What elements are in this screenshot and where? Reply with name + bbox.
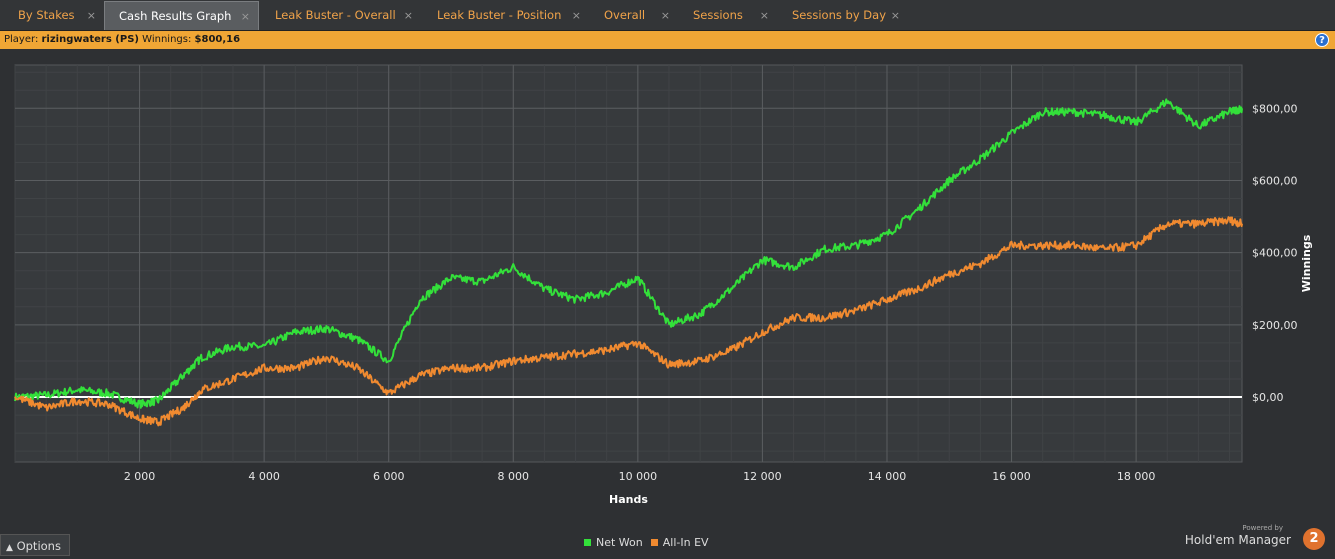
x-tick-label: 14 000 xyxy=(868,470,907,483)
tab-label: Sessions by Day xyxy=(792,8,886,22)
tab-leak-buster-overall[interactable]: Leak Buster - Overall × xyxy=(261,2,421,28)
legend-swatch xyxy=(584,539,591,546)
x-tick-label: 12 000 xyxy=(743,470,782,483)
legend-label: Net Won xyxy=(596,536,643,549)
hm2-logo-icon: 2 xyxy=(1303,528,1325,550)
close-icon[interactable]: × xyxy=(86,8,96,22)
options-button[interactable]: ▲ Options xyxy=(0,534,70,556)
tab-cash-results-graph[interactable]: Cash Results Graph × xyxy=(104,1,259,30)
x-axis-label: Hands xyxy=(609,493,648,506)
player-info-bar: Player: rizingwaters (PS) Winnings: $800… xyxy=(0,31,1335,49)
y-tick-label: $200,00 xyxy=(1252,319,1298,332)
close-icon[interactable]: × xyxy=(571,8,581,22)
tab-label: Sessions xyxy=(693,8,743,22)
tab-by-stakes[interactable]: By Stakes × xyxy=(4,2,104,28)
x-tick-label: 6 000 xyxy=(373,470,405,483)
series-line-net-won xyxy=(14,98,1243,409)
tab-overall[interactable]: Overall × xyxy=(590,2,678,28)
close-icon[interactable]: × xyxy=(890,8,900,22)
tab-label: Overall xyxy=(604,8,646,22)
winnings-label: Winnings: xyxy=(142,34,192,45)
close-icon[interactable]: × xyxy=(403,8,413,22)
brand-logo: Powered by Hold'em Manager 2 xyxy=(1175,520,1325,556)
winnings-value: $800,16 xyxy=(194,34,241,45)
x-tick-label: 16 000 xyxy=(992,470,1031,483)
player-value: rizingwaters (PS) xyxy=(41,34,139,45)
x-tick-label: 4 000 xyxy=(248,470,280,483)
close-icon[interactable]: × xyxy=(759,8,769,22)
y-tick-label: $400,00 xyxy=(1252,247,1298,260)
plot-area xyxy=(14,64,1243,463)
series-line-all-in-ev xyxy=(14,216,1243,427)
help-icon[interactable]: ? xyxy=(1315,33,1329,47)
options-label: Options xyxy=(16,539,61,553)
powered-by-text: Powered by xyxy=(1242,524,1283,532)
chart-svg: 2 000 4 000 6 000 8 000 10 000 12 000 14 000 16… xyxy=(14,64,1313,506)
player-label: Player: xyxy=(4,34,39,45)
y-tick-label: $0,00 xyxy=(1252,391,1284,404)
legend-label: All-In EV xyxy=(662,536,709,549)
tab-label: By Stakes xyxy=(18,8,75,22)
footer: ▲ Options Net Won All-In EV Powered by H… xyxy=(0,524,1335,557)
x-tick-label: 2 000 xyxy=(124,470,156,483)
chart-legend: Net Won All-In EV xyxy=(584,536,717,549)
tab-sessions-by-day[interactable]: Sessions by Day × xyxy=(778,2,908,28)
brand-name: Hold'em Manager xyxy=(1184,533,1291,547)
x-tick-label: 8 000 xyxy=(498,470,530,483)
tab-label: Cash Results Graph xyxy=(119,9,232,23)
close-icon[interactable]: × xyxy=(240,9,250,23)
chevron-up-icon: ▲ xyxy=(6,543,13,553)
legend-swatch xyxy=(650,539,658,546)
x-tick-label: 18 000 xyxy=(1117,470,1156,483)
tab-leak-buster-position[interactable]: Leak Buster - Position × xyxy=(423,2,589,28)
legend-item-net-won[interactable]: Net Won xyxy=(584,536,643,549)
tab-bar: By Stakes × Cash Results Graph × Leak Bu… xyxy=(0,0,1335,31)
tab-label: Leak Buster - Position xyxy=(437,8,562,22)
results-chart: 2 000 4 000 6 000 8 000 10 000 12 000 14 000 16… xyxy=(0,50,1335,532)
tab-label: Leak Buster - Overall xyxy=(275,8,396,22)
y-tick-label: $600,00 xyxy=(1252,174,1298,187)
y-axis-label: Winnings xyxy=(1300,234,1313,292)
y-tick-label: $800,00 xyxy=(1252,102,1298,115)
x-tick-label: 10 000 xyxy=(619,470,658,483)
legend-item-all-in-ev[interactable]: All-In EV xyxy=(650,536,709,549)
tab-sessions[interactable]: Sessions × xyxy=(679,2,777,28)
close-icon[interactable]: × xyxy=(660,8,670,22)
